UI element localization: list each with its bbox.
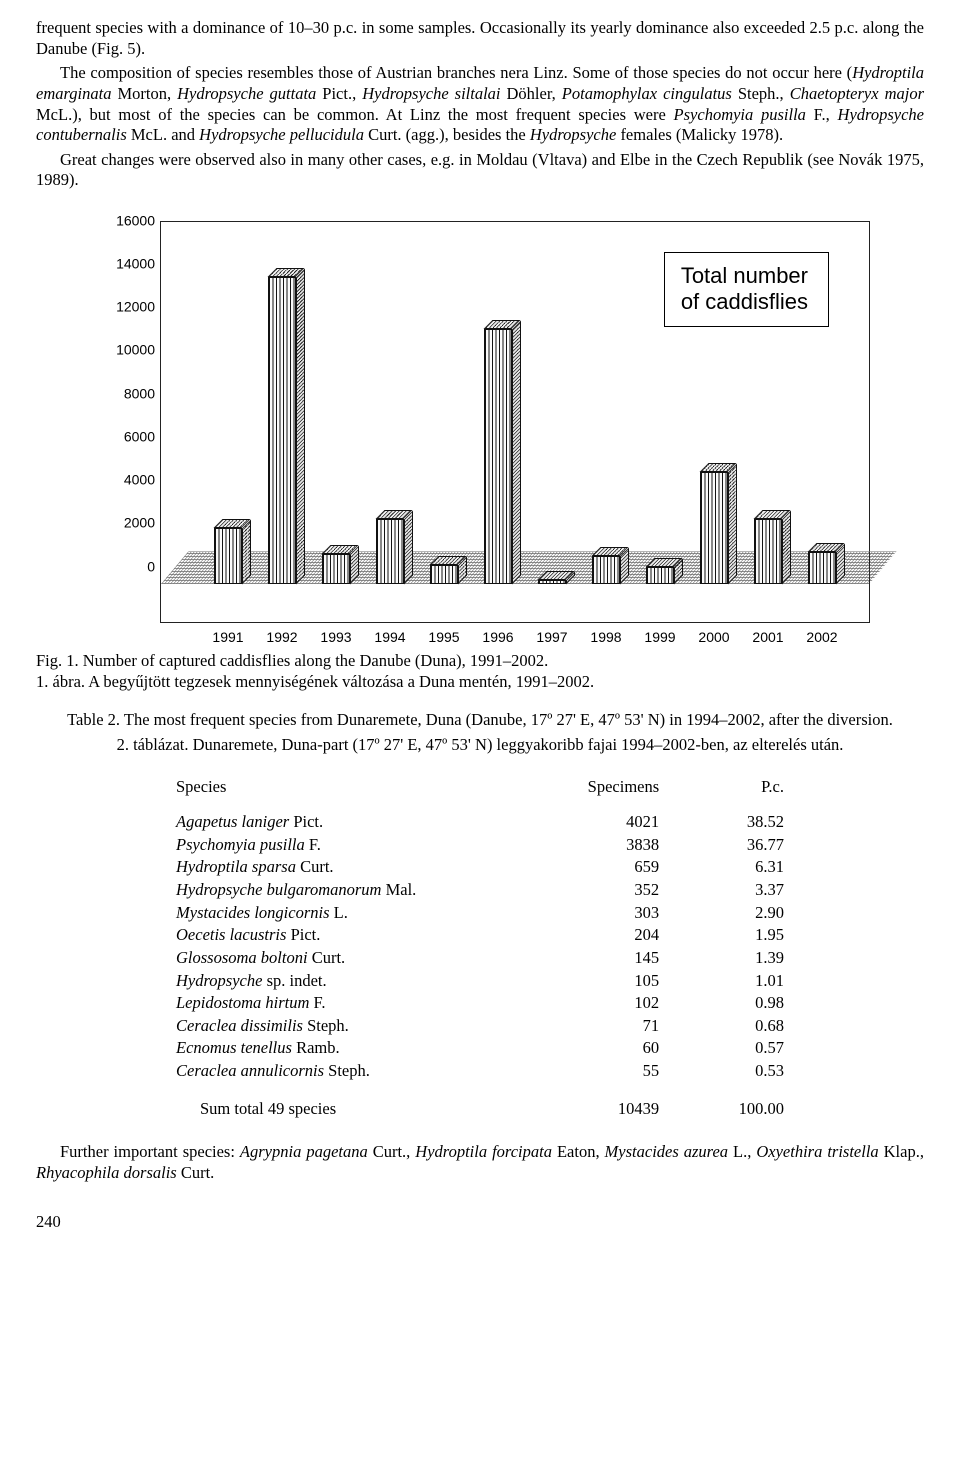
species-cell: Hydropsyche sp. indet. bbox=[170, 970, 520, 993]
table-caption-en: Table 2. The most frequent species from … bbox=[36, 710, 924, 731]
table-row: Hydroptila sparsa Curt.6596.31 bbox=[170, 856, 790, 879]
col-species: Species bbox=[170, 776, 520, 812]
specimens-cell: 303 bbox=[520, 902, 665, 925]
table-row: Agapetus laniger Pict.402138.52 bbox=[170, 811, 790, 834]
specimens-cell: 145 bbox=[520, 947, 665, 970]
table-row: Oecetis lacustris Pict.2041.95 bbox=[170, 924, 790, 947]
table-row: Ceraclea annulicornis Steph.550.53 bbox=[170, 1060, 790, 1083]
x-tick: 1992 bbox=[253, 629, 311, 647]
species-table: Species Specimens P.c. Agapetus laniger … bbox=[170, 776, 790, 1121]
species-cell: Psychomyia pusilla F. bbox=[170, 834, 520, 857]
chart-legend: Total number of caddisflies bbox=[664, 252, 829, 327]
x-tick: 2000 bbox=[685, 629, 743, 647]
specimens-cell: 71 bbox=[520, 1015, 665, 1038]
specimens-cell: 4021 bbox=[520, 811, 665, 834]
specimens-cell: 60 bbox=[520, 1037, 665, 1060]
species-cell: Ecnomus tenellus Ramb. bbox=[170, 1037, 520, 1060]
specimens-cell: 55 bbox=[520, 1060, 665, 1083]
y-tick: 2000 bbox=[99, 515, 155, 533]
x-tick: 1995 bbox=[415, 629, 473, 647]
pc-cell: 0.98 bbox=[665, 992, 790, 1015]
page-number: 240 bbox=[36, 1212, 924, 1233]
y-tick: 8000 bbox=[99, 385, 155, 403]
x-tick: 1991 bbox=[199, 629, 257, 647]
fig-caption-en: Fig. 1. Number of captured caddisflies a… bbox=[36, 651, 924, 672]
pc-cell: 3.37 bbox=[665, 879, 790, 902]
pc-cell: 6.31 bbox=[665, 856, 790, 879]
pc-cell: 1.39 bbox=[665, 947, 790, 970]
specimens-cell: 352 bbox=[520, 879, 665, 902]
table-row: Hydropsyche sp. indet.1051.01 bbox=[170, 970, 790, 993]
sum-pc: 100.00 bbox=[665, 1083, 790, 1121]
pc-cell: 0.68 bbox=[665, 1015, 790, 1038]
table-row: Hydropsyche bulgaromanorum Mal.3523.37 bbox=[170, 879, 790, 902]
y-tick: 10000 bbox=[99, 342, 155, 360]
species-cell: Oecetis lacustris Pict. bbox=[170, 924, 520, 947]
pc-cell: 1.01 bbox=[665, 970, 790, 993]
table-row: Psychomyia pusilla F.383836.77 bbox=[170, 834, 790, 857]
species-cell: Ceraclea annulicornis Steph. bbox=[170, 1060, 520, 1083]
y-tick: 14000 bbox=[99, 255, 155, 273]
sum-label: Sum total 49 species bbox=[170, 1083, 520, 1121]
specimens-cell: 102 bbox=[520, 992, 665, 1015]
table-caption: Table 2. The most frequent species from … bbox=[36, 710, 924, 755]
table-sum-row: Sum total 49 species 10439 100.00 bbox=[170, 1083, 790, 1121]
species-cell: Hydroptila sparsa Curt. bbox=[170, 856, 520, 879]
specimens-cell: 3838 bbox=[520, 834, 665, 857]
species-cell: Ceraclea dissimilis Steph. bbox=[170, 1015, 520, 1038]
x-tick: 1994 bbox=[361, 629, 419, 647]
species-cell: Agapetus laniger Pict. bbox=[170, 811, 520, 834]
y-tick: 4000 bbox=[99, 471, 155, 489]
table-header-row: Species Specimens P.c. bbox=[170, 776, 790, 812]
specimens-cell: 204 bbox=[520, 924, 665, 947]
species-cell: Glossosoma boltoni Curt. bbox=[170, 947, 520, 970]
y-tick: 0 bbox=[99, 558, 155, 576]
pc-cell: 0.53 bbox=[665, 1060, 790, 1083]
x-tick: 1998 bbox=[577, 629, 635, 647]
table-row: Ecnomus tenellus Ramb.600.57 bbox=[170, 1037, 790, 1060]
species-cell: Lepidostoma hirtum F. bbox=[170, 992, 520, 1015]
table-row: Mystacides longicornis L.3032.90 bbox=[170, 902, 790, 925]
x-tick: 1999 bbox=[631, 629, 689, 647]
pc-cell: 36.77 bbox=[665, 834, 790, 857]
further-species: Further important species: Agrypnia page… bbox=[36, 1142, 924, 1183]
x-tick: 1996 bbox=[469, 629, 527, 647]
figure-caption: Fig. 1. Number of captured caddisflies a… bbox=[36, 651, 924, 692]
x-tick: 2002 bbox=[793, 629, 851, 647]
table-row: Ceraclea dissimilis Steph.710.68 bbox=[170, 1015, 790, 1038]
bar-chart-plot: Total number of caddisflies 020004000600… bbox=[160, 221, 870, 623]
col-pc: P.c. bbox=[665, 776, 790, 812]
y-tick: 6000 bbox=[99, 428, 155, 446]
legend-line-2: of caddisflies bbox=[681, 289, 808, 315]
sum-spec: 10439 bbox=[520, 1083, 665, 1121]
table-caption-hu: 2. táblázat. Dunaremete, Duna-part (17º … bbox=[36, 735, 924, 756]
paragraph-3: Great changes were observed also in many… bbox=[36, 150, 924, 191]
specimens-cell: 659 bbox=[520, 856, 665, 879]
paragraph-2: The composition of species resembles tho… bbox=[36, 63, 924, 146]
pc-cell: 2.90 bbox=[665, 902, 790, 925]
table-row: Lepidostoma hirtum F.1020.98 bbox=[170, 992, 790, 1015]
pc-cell: 0.57 bbox=[665, 1037, 790, 1060]
x-tick: 1993 bbox=[307, 629, 365, 647]
species-cell: Mystacides longicornis L. bbox=[170, 902, 520, 925]
y-tick: 12000 bbox=[99, 298, 155, 316]
paragraph-1: frequent species with a dominance of 10–… bbox=[36, 18, 924, 59]
pc-cell: 1.95 bbox=[665, 924, 790, 947]
fig-caption-hu: 1. ábra. A begyűjtött tegzesek mennyiség… bbox=[36, 672, 924, 693]
col-specimens: Specimens bbox=[520, 776, 665, 812]
specimens-cell: 105 bbox=[520, 970, 665, 993]
x-tick: 1997 bbox=[523, 629, 581, 647]
pc-cell: 38.52 bbox=[665, 811, 790, 834]
x-tick: 2001 bbox=[739, 629, 797, 647]
legend-line-1: Total number bbox=[681, 263, 808, 289]
y-tick: 16000 bbox=[99, 212, 155, 230]
bar-chart-figure: Total number of caddisflies 0 2000 4000 600… bbox=[90, 221, 870, 623]
table-row: Glossosoma boltoni Curt.1451.39 bbox=[170, 947, 790, 970]
species-cell: Hydropsyche bulgaromanorum Mal. bbox=[170, 879, 520, 902]
